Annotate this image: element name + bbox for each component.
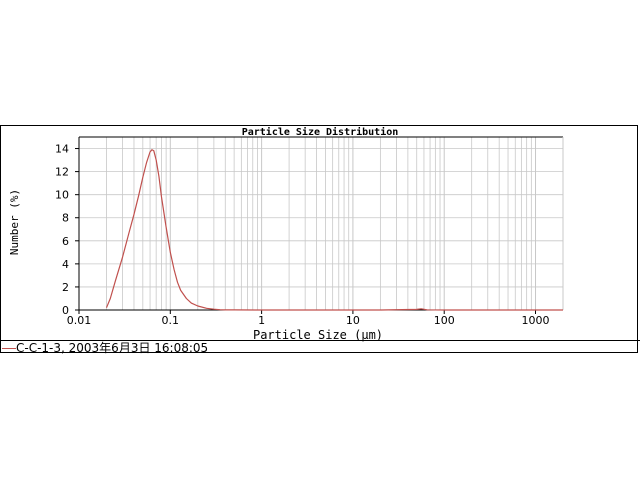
y-tick-label: 6 [62,235,69,248]
y-tick-label: 8 [62,212,69,225]
legend-swatch [2,348,16,349]
y-axis-label: Number (%) [8,189,21,255]
x-tick-label: 1000 [522,314,550,327]
x-tick-label: 100 [434,314,455,327]
y-tick-label: 12 [55,166,69,179]
x-tick-label: 1 [258,314,265,327]
y-tick-label: 2 [62,281,69,294]
x-tick-label: 10 [346,314,360,327]
x-tick-label: 0.1 [162,314,180,327]
x-tick-label: 0.01 [67,314,92,327]
series-line-0 [105,149,563,311]
x-axis-label: Particle Size (μm) [253,328,383,342]
y-tick-label: 4 [62,258,69,271]
legend-entry: C-C-1-3, 2003年6月3日 16:08:05 [16,341,209,355]
chart-title: Particle Size Distribution [242,126,399,138]
y-tick-label: 0 [62,304,69,317]
legend: C-C-1-3, 2003年6月3日 16:08:05 [0,340,640,355]
y-tick-label: 14 [55,143,69,156]
y-tick-label: 10 [55,189,69,202]
